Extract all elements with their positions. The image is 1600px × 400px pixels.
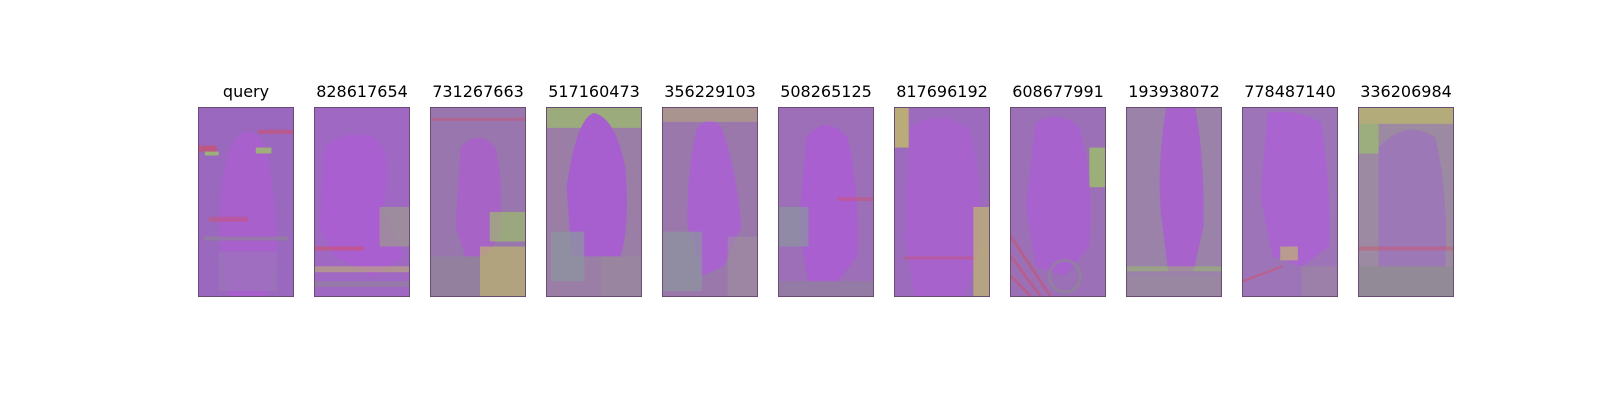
panel-image — [430, 107, 526, 297]
panel-image — [1126, 107, 1222, 297]
panel-result-9: 778487140 — [1242, 80, 1338, 300]
panel-result-8: 193938072 — [1126, 80, 1222, 300]
panel-result-1: 828617654 — [314, 80, 410, 300]
panel-image — [894, 107, 990, 297]
panel-title: 193938072 — [1128, 82, 1220, 101]
panel-image — [1010, 107, 1106, 297]
panel-title: 828617654 — [316, 82, 408, 101]
panel-image — [198, 107, 294, 297]
panel-title: 356229103 — [664, 82, 756, 101]
panel-result-2: 731267663 — [430, 80, 526, 300]
panel-title: 336206984 — [1360, 82, 1452, 101]
panel-result-10: 336206984 — [1358, 80, 1454, 300]
panel-title: 731267663 — [432, 82, 524, 101]
panel-image — [1358, 107, 1454, 297]
panel-title: query — [222, 82, 270, 101]
panel-image — [1242, 107, 1338, 297]
panel-image — [546, 107, 642, 297]
panel-title: 778487140 — [1244, 82, 1336, 101]
panel-result-5: 508265125 — [778, 80, 874, 300]
panel-result-3: 517160473 — [546, 80, 642, 300]
panel-result-7: 608677991 — [1010, 80, 1106, 300]
panel-query: query — [198, 80, 294, 300]
panel-result-4: 356229103 — [662, 80, 758, 300]
panel-image — [662, 107, 758, 297]
panel-title: 517160473 — [548, 82, 640, 101]
panel-title: 508265125 — [780, 82, 872, 101]
panel-title: 817696192 — [896, 82, 988, 101]
panel-title: 608677991 — [1012, 82, 1104, 101]
panel-result-6: 817696192 — [894, 80, 990, 300]
panel-image — [314, 107, 410, 297]
panel-image — [778, 107, 874, 297]
